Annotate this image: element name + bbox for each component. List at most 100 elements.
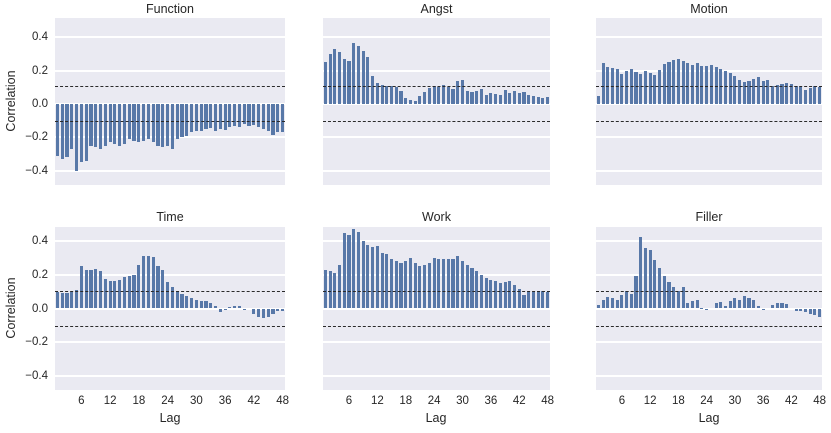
y-tick-label: −0.2	[25, 131, 48, 144]
bar-lag-35	[218, 103, 222, 129]
y-tick-label: 0.2	[32, 64, 48, 77]
bar-lag-46	[271, 103, 275, 135]
gridline	[323, 273, 550, 276]
bar-lag-29	[189, 103, 194, 133]
bar-lag-12	[108, 280, 112, 309]
bar-lag-41	[247, 103, 251, 126]
bar-lag-18	[676, 58, 680, 104]
bar-lag-10	[639, 73, 643, 104]
bar-lag-41	[785, 83, 789, 104]
bar-lag-7	[84, 103, 88, 161]
bar-lag-34	[752, 78, 756, 104]
bar-lag-8	[356, 45, 361, 104]
bar-lag-14	[118, 103, 122, 146]
bar-lag-40	[780, 83, 784, 104]
y-tick-label: 0.0	[32, 97, 48, 110]
x-tick-label: 30	[189, 395, 203, 407]
bar-lag-26	[442, 259, 446, 309]
bar-lag-34	[479, 88, 483, 104]
bar-lag-23	[700, 307, 704, 309]
significance-threshold-line	[596, 326, 822, 328]
bar-lag-48	[281, 103, 285, 133]
bar-lag-9	[361, 240, 365, 309]
bar-lag-28	[185, 295, 189, 309]
bar-lag-47	[541, 98, 545, 104]
bar-lag-7	[84, 269, 88, 309]
bar-lag-42	[517, 289, 521, 309]
bar-lag-40	[780, 303, 784, 309]
bar-lag-11	[643, 71, 647, 104]
y-tick-label: 0.0	[32, 302, 48, 315]
bar-lag-48	[546, 96, 550, 104]
bar-lag-33	[475, 271, 479, 309]
bar-lag-32	[470, 92, 474, 104]
gridline	[596, 341, 822, 344]
bar-lag-11	[643, 247, 647, 309]
bar-lag-1	[596, 304, 600, 309]
x-tick-label: 6	[618, 395, 626, 407]
bar-lag-20	[413, 100, 417, 104]
bar-lag-48	[546, 291, 550, 309]
significance-threshold-line	[596, 86, 822, 88]
bar-lag-39	[775, 84, 779, 104]
bar-lag-26	[714, 303, 718, 309]
bar-lag-46	[271, 308, 275, 314]
bar-lag-15	[122, 277, 127, 309]
x-tick-label: 30	[456, 395, 469, 407]
bar-lag-1	[55, 291, 59, 309]
gridline	[55, 273, 285, 276]
y-tick-label: −0.2	[25, 336, 48, 349]
bar-lag-23	[161, 269, 165, 309]
panel-title-function: Function	[146, 2, 194, 16]
gridline	[323, 69, 550, 72]
bar-lag-7	[352, 229, 356, 309]
gridline	[323, 239, 550, 242]
bar-lag-18	[137, 103, 141, 143]
bar-lag-20	[146, 256, 150, 309]
bar-lag-43	[522, 294, 526, 309]
panel-title-work: Work	[422, 210, 451, 224]
bar-lag-29	[728, 73, 732, 104]
bar-lag-24	[166, 103, 170, 146]
x-tick-label: 18	[132, 395, 146, 407]
bar-lag-3	[65, 103, 69, 158]
bar-lag-3	[333, 48, 337, 104]
bar-lag-14	[385, 85, 389, 104]
bar-lag-28	[451, 259, 455, 309]
bar-lag-37	[494, 281, 498, 309]
bar-lag-39	[237, 103, 242, 128]
bar-lag-30	[194, 300, 198, 309]
bar-lag-38	[771, 86, 775, 104]
bar-lag-22	[423, 92, 427, 104]
bar-lag-27	[446, 258, 450, 309]
bar-lag-32	[204, 103, 208, 129]
bar-lag-26	[175, 103, 179, 139]
gridline	[596, 307, 822, 310]
significance-threshold-line	[323, 121, 550, 123]
bar-lag-44	[261, 308, 265, 318]
bar-lag-9	[634, 276, 638, 309]
bar-lag-12	[648, 73, 652, 104]
bar-lag-14	[118, 279, 122, 309]
bar-lag-10	[639, 237, 643, 309]
bar-lag-16	[394, 87, 398, 104]
gridline	[323, 102, 550, 105]
bar-lag-17	[672, 59, 676, 104]
y-tick-label: −0.4	[25, 164, 48, 177]
significance-threshold-line	[323, 86, 550, 88]
x-axis-label-time: Lag	[159, 411, 181, 425]
bar-lag-21	[690, 300, 695, 309]
significance-threshold-line	[596, 121, 822, 123]
gridline	[596, 169, 822, 172]
bar-lag-18	[404, 98, 408, 104]
bar-lag-37	[766, 79, 770, 104]
bar-lag-25	[437, 87, 441, 104]
y-axis-ticks-bottom: 0.4 0.2 0.0 −0.2 −0.4	[0, 227, 48, 390]
x-tick-label: 12	[370, 395, 384, 407]
bar-lag-43	[794, 308, 798, 311]
bar-lag-6	[347, 60, 351, 104]
bar-lag-45	[531, 95, 535, 104]
bar-lag-31	[465, 264, 469, 309]
x-tick-label: 36	[756, 395, 770, 407]
bar-lag-19	[142, 256, 146, 309]
